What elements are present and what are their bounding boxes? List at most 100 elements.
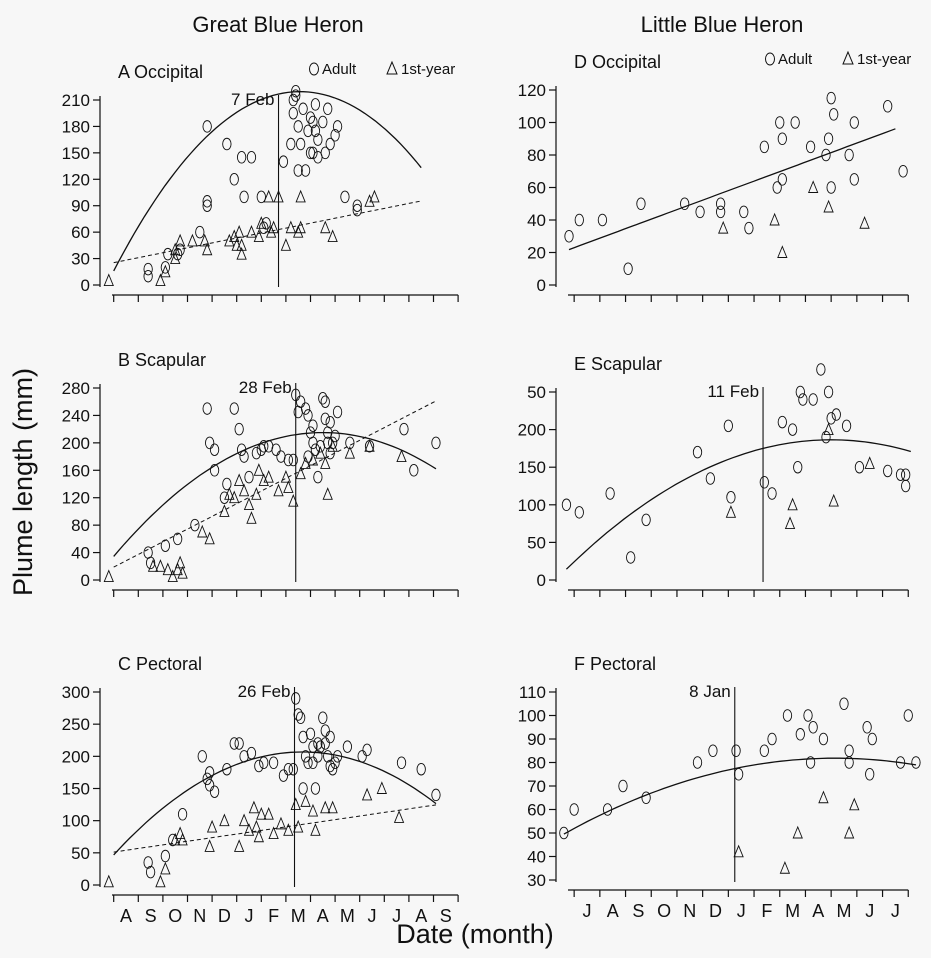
y-tick-label: 60: [71, 223, 90, 242]
first-year-point: [823, 199, 834, 213]
first-year-point: [160, 264, 171, 278]
adult-point: [204, 436, 215, 450]
adult-point: [143, 262, 153, 276]
adult-point: [229, 173, 239, 186]
adult-point: [283, 762, 294, 776]
adult-point: [330, 128, 340, 142]
x-tick-label: J: [368, 906, 377, 926]
first-year-point: [376, 781, 388, 794]
adult-point: [787, 423, 798, 436]
adult-point: [795, 728, 805, 741]
adult-point: [901, 468, 911, 481]
first-year-point: [295, 189, 306, 203]
first-year-point: [174, 555, 186, 569]
first-year-point: [103, 569, 114, 583]
first-year-point: [807, 180, 819, 193]
adult-fit-line: [563, 757, 917, 835]
first-year-point: [253, 829, 265, 843]
adult-point: [313, 737, 323, 750]
adult-point: [298, 102, 308, 116]
adult-point: [323, 102, 333, 116]
y-tick-label: 180: [62, 117, 90, 136]
first-year-point: [280, 469, 292, 483]
adult-point: [396, 756, 407, 770]
adult-point: [160, 849, 171, 863]
first-year-point: [849, 797, 860, 811]
adult-point: [293, 120, 303, 133]
adult-point: [695, 205, 705, 219]
adult-point: [569, 803, 579, 816]
adult-point: [325, 759, 335, 773]
x-tick-label: J: [245, 906, 254, 926]
adult-point: [293, 708, 303, 721]
first-year-point: [256, 807, 267, 820]
adult-point: [320, 724, 330, 737]
adult-point: [291, 692, 301, 705]
adult-point: [160, 539, 171, 552]
adult-point: [564, 229, 574, 243]
x-tick-label: J: [891, 901, 900, 921]
x-tick-label: S: [145, 906, 157, 926]
adult-point: [310, 124, 321, 138]
first-year-point: [204, 531, 215, 545]
adult-point: [759, 744, 769, 758]
adult-point: [790, 116, 800, 129]
adult-point: [692, 756, 703, 769]
legend-adult-marker: [309, 62, 319, 76]
first-year-point: [268, 826, 279, 839]
y-tick-label: 250: [62, 715, 90, 734]
y-tick-label: 80: [71, 516, 90, 535]
adult-point: [254, 759, 264, 773]
first-year-point: [300, 456, 311, 469]
adult-point: [901, 479, 911, 493]
panel-label: D Occipital: [574, 52, 661, 72]
adult-point: [726, 491, 736, 504]
adult-point: [291, 89, 301, 102]
adult-point: [305, 727, 316, 741]
first-year-point: [828, 493, 839, 507]
first-year-point: [199, 233, 210, 247]
y-tick-label: 120: [62, 170, 90, 189]
first-year-fit-line: [113, 804, 437, 853]
first-year-fit-line: [113, 200, 422, 264]
adult-point: [805, 140, 816, 154]
adult-point: [251, 446, 262, 460]
first-year-point: [224, 487, 235, 500]
y-tick-label: 70: [527, 777, 546, 796]
adult-point: [561, 498, 572, 512]
first-year-point: [315, 445, 326, 459]
y-tick-label: 280: [62, 379, 90, 398]
adult-point: [357, 750, 367, 763]
first-year-point: [843, 825, 855, 839]
first-year-point: [307, 803, 319, 817]
adult-point: [303, 124, 313, 138]
adult-point: [313, 133, 323, 146]
adult-point: [278, 155, 289, 168]
adult-point: [821, 148, 831, 162]
first-year-point: [236, 246, 247, 260]
first-year-point: [103, 273, 114, 287]
first-year-point: [310, 823, 321, 836]
first-year-point: [327, 439, 338, 452]
adult-point: [559, 826, 569, 840]
y-tick-label: 110: [519, 683, 546, 702]
adult-point: [300, 402, 311, 415]
adult-point: [777, 132, 787, 145]
adult-point: [409, 464, 419, 477]
adult-point: [826, 181, 836, 194]
adult-point: [841, 419, 852, 433]
adult-point: [204, 779, 215, 792]
first-year-point: [155, 874, 166, 888]
adult-point: [626, 551, 636, 564]
x-tick-label: J: [392, 906, 401, 926]
adult-point: [291, 388, 301, 402]
adult-point: [308, 146, 318, 160]
x-tick-label: M: [291, 906, 306, 926]
first-year-point: [361, 787, 373, 801]
first-year-point: [167, 569, 178, 583]
first-year-point: [779, 861, 791, 874]
y-tick-label: 300: [62, 683, 90, 702]
adult-point: [160, 261, 171, 274]
adult-point: [823, 132, 834, 145]
panel-a: 0 30 60 90 120 150 180 210 A Occipital 7 Feb Adult…: [62, 60, 459, 302]
